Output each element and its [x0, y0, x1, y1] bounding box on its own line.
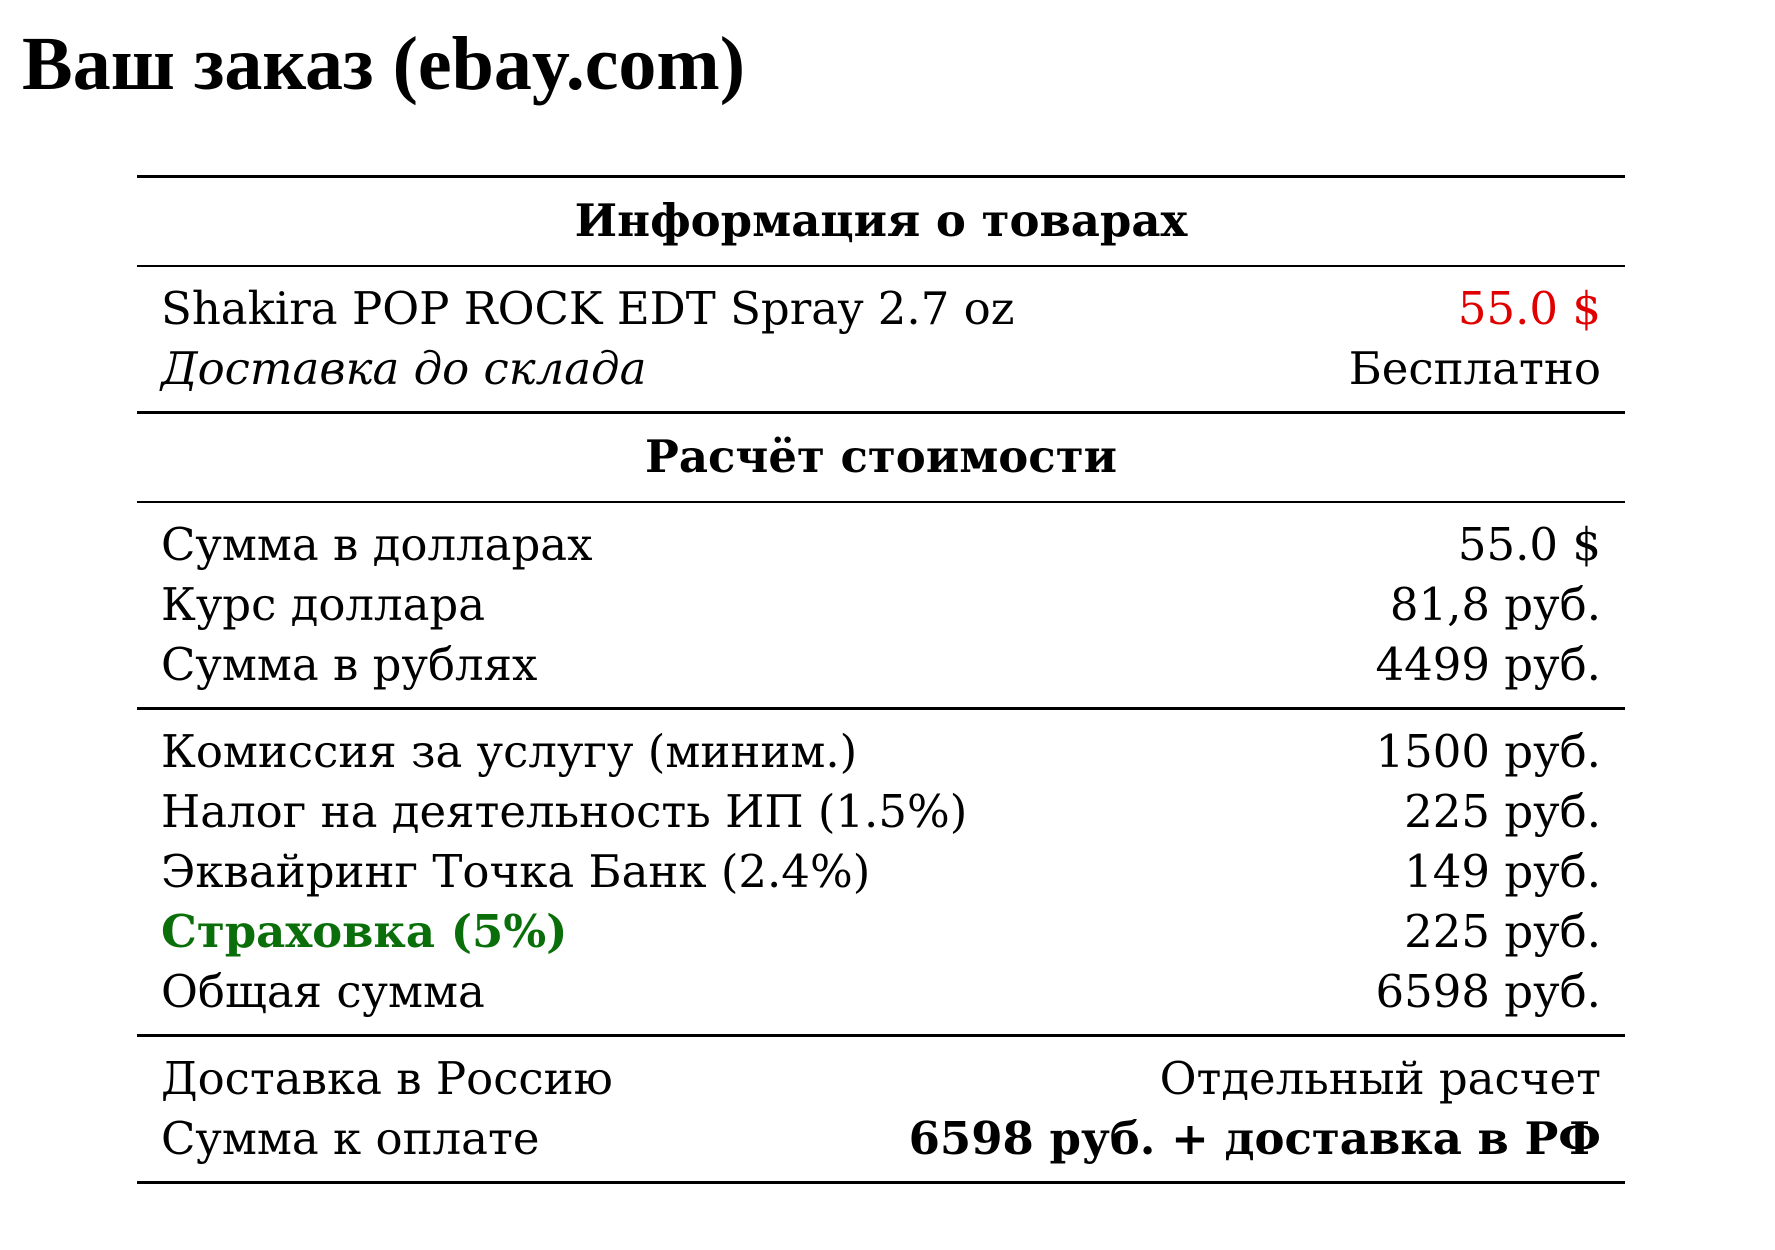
rub-sum-value: 4499 руб.	[1375, 638, 1601, 691]
amount-due-value: 6598 руб. + доставка в РФ	[908, 1112, 1601, 1165]
cost-section-header: Расчёт стоимости	[645, 430, 1117, 483]
products-header-rule	[137, 265, 1625, 267]
product-row: Shakira POP ROCK EDT Spray 2.7 oz 55.0 $	[161, 279, 1601, 339]
tax-row: Налог на деятельность ИП (1.5%) 225 руб.	[161, 782, 1601, 842]
tax-label: Налог на деятельность ИП (1.5%)	[161, 785, 968, 838]
insurance-row: Страховка (5%) 225 руб.	[161, 902, 1601, 962]
fees-bottom-rule	[137, 1034, 1625, 1037]
usd-sum-value: 55.0 $	[1457, 518, 1601, 571]
table-top-rule	[137, 175, 1625, 178]
acquiring-value: 149 руб.	[1404, 845, 1601, 898]
warehouse-delivery-label: Доставка до склада	[161, 342, 647, 395]
acquiring-row: Эквайринг Точка Банк (2.4%) 149 руб.	[161, 842, 1601, 902]
warehouse-delivery-row: Доставка до склада Бесплатно	[161, 339, 1601, 399]
product-price: 55.0 $	[1457, 282, 1601, 335]
warehouse-delivery-value: Бесплатно	[1348, 342, 1601, 395]
conversion-bottom-rule	[137, 707, 1625, 710]
total-row: Общая сумма 6598 руб.	[161, 962, 1601, 1022]
insurance-value: 225 руб.	[1404, 905, 1601, 958]
exchange-rate-row: Курс доллара 81,8 руб.	[161, 575, 1601, 635]
amount-due-row: Сумма к оплате 6598 руб. + доставка в РФ	[161, 1109, 1601, 1169]
usd-sum-label: Сумма в долларах	[161, 518, 593, 571]
total-value: 6598 руб.	[1375, 965, 1601, 1018]
russia-delivery-row: Доставка в Россию Отдельный расчет	[161, 1049, 1601, 1109]
products-section-header: Информация о товарах	[574, 194, 1188, 247]
cost-header-rule	[137, 501, 1625, 503]
insurance-label: Страховка (5%)	[161, 905, 568, 958]
service-fee-value: 1500 руб.	[1375, 725, 1601, 778]
total-label: Общая сумма	[161, 965, 485, 1018]
amount-due-label: Сумма к оплате	[161, 1112, 540, 1165]
conversion-block: Сумма в долларах 55.0 $ Курс доллара 81,…	[137, 503, 1625, 707]
fees-block: Комиссия за услугу (миним.) 1500 руб. На…	[137, 710, 1625, 1034]
exchange-rate-label: Курс доллара	[161, 578, 486, 631]
tax-value: 225 руб.	[1404, 785, 1601, 838]
usd-sum-row: Сумма в долларах 55.0 $	[161, 515, 1601, 575]
exchange-rate-value: 81,8 руб.	[1389, 578, 1601, 631]
russia-delivery-value: Отдельный расчет	[1159, 1052, 1601, 1105]
product-name: Shakira POP ROCK EDT Spray 2.7 oz	[161, 282, 1015, 335]
service-fee-label: Комиссия за услугу (миним.)	[161, 725, 858, 778]
service-fee-row: Комиссия за услугу (миним.) 1500 руб.	[161, 722, 1601, 782]
products-bottom-rule	[137, 411, 1625, 414]
final-block: Доставка в Россию Отдельный расчет Сумма…	[137, 1037, 1625, 1181]
russia-delivery-label: Доставка в Россию	[161, 1052, 613, 1105]
table-bottom-rule	[137, 1181, 1625, 1184]
acquiring-label: Эквайринг Точка Банк (2.4%)	[161, 845, 871, 898]
rub-sum-label: Сумма в рублях	[161, 638, 538, 691]
page-title: Ваш заказ (ebay.com)	[22, 22, 746, 106]
products-block: Shakira POP ROCK EDT Spray 2.7 oz 55.0 $…	[137, 267, 1625, 411]
rub-sum-row: Сумма в рублях 4499 руб.	[161, 635, 1601, 695]
order-table: Информация о товарах Shakira POP ROCK ED…	[137, 175, 1625, 1184]
